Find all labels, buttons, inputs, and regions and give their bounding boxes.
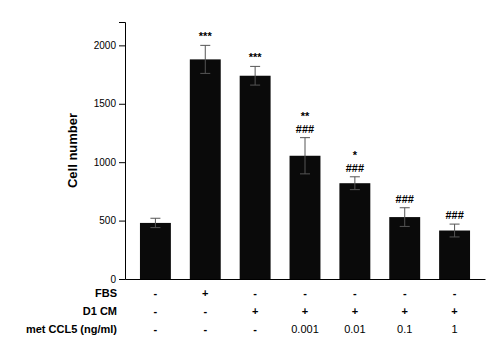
annotation: ***: [249, 51, 263, 63]
error-bar-cap: [300, 173, 310, 174]
error-bar-stem: [354, 177, 355, 190]
table-cell: -: [154, 305, 158, 317]
error-bar-stem: [205, 45, 206, 73]
error-bar-cap: [350, 189, 360, 190]
error-bar: [450, 224, 460, 237]
y-tick-mark: [119, 162, 125, 163]
bar: [240, 76, 271, 279]
y-tick-label: 1000: [94, 157, 117, 168]
error-bar-cap: [450, 236, 460, 237]
error-bar: [350, 177, 360, 190]
error-bar-stem: [454, 224, 455, 237]
bar: [140, 223, 171, 279]
x-axis-line: [126, 279, 486, 280]
annotation: *: [353, 149, 358, 161]
plot: 0500100015002000******###**###*######Cel…: [26, 23, 486, 335]
table-cell: 0.001: [291, 323, 319, 335]
y-tick: 1500: [94, 98, 125, 109]
table-row-label: FBS: [95, 287, 117, 299]
marks: [140, 45, 470, 279]
table-cell: -: [353, 287, 357, 299]
bar: [439, 231, 470, 279]
table-cell: +: [402, 305, 408, 317]
y-axis-line: [119, 23, 126, 280]
table-cell: +: [202, 287, 208, 299]
table-row-label: met CCL5 (ng/ml): [26, 323, 117, 335]
table-cell: 0.1: [397, 323, 412, 335]
y-tick-label: 1500: [94, 98, 117, 109]
annotation: **: [301, 110, 310, 122]
y-tick: 0: [110, 274, 125, 285]
y-tick-mark: [119, 221, 125, 222]
table-cell: -: [203, 323, 207, 335]
error-bar: [400, 208, 410, 227]
table-cell: -: [203, 305, 207, 317]
error-bar: [250, 66, 260, 85]
table-cell: -: [154, 287, 158, 299]
y-tick-mark: [119, 104, 125, 105]
error-bar: [150, 218, 160, 227]
error-bar-cap: [150, 218, 160, 219]
table-cell: +: [451, 305, 457, 317]
y-tick: 2000: [94, 40, 125, 51]
error-bar-cap: [350, 176, 360, 177]
table-cell: -: [403, 287, 407, 299]
error-bar-cap: [250, 66, 260, 67]
table-cell: 0.01: [344, 323, 365, 335]
chart: 0500100015002000******###**###*######Cel…: [0, 0, 500, 347]
y-tick-label: 0: [110, 274, 116, 285]
annotations: ******###**###*######: [199, 30, 464, 221]
error-bar-cap: [150, 227, 160, 228]
table-cell: -: [154, 323, 158, 335]
x-axis: [126, 279, 486, 280]
annotation: ***: [199, 30, 213, 42]
table-row-label: D1 CM: [83, 305, 117, 317]
y-tick-mark: [119, 45, 125, 46]
error-bar-cap: [200, 73, 210, 74]
bar: [190, 59, 221, 279]
error-bar-cap: [400, 207, 410, 208]
bar: [389, 217, 420, 279]
error-bar-cap: [400, 226, 410, 227]
annotation: ###: [346, 162, 364, 174]
table: FBS - + - - - - - D1 CM - - + + + + + met CCL5 (ng/ml) - -…: [26, 287, 458, 335]
table-cell: +: [302, 305, 308, 317]
annotation: ###: [396, 193, 414, 205]
error-bar-cap: [300, 137, 310, 138]
y-tick: 500: [99, 215, 125, 226]
error-bar-stem: [155, 218, 156, 227]
y-tick-mark: [119, 279, 125, 280]
annotation: ###: [296, 123, 314, 135]
y-tick-label: 2000: [94, 40, 117, 51]
table-cell: +: [252, 305, 258, 317]
table-cell: -: [253, 287, 257, 299]
error-bar-cap: [200, 45, 210, 46]
table-cell: -: [303, 287, 307, 299]
error-bar-stem: [305, 138, 306, 174]
bar: [290, 156, 321, 279]
y-tick-label: 500: [99, 215, 116, 226]
y-tick: 1000: [94, 157, 125, 168]
error-bar-stem: [404, 208, 405, 227]
y-axis-title: Cell number: [65, 113, 80, 188]
bar: [339, 183, 370, 279]
annotation: ###: [445, 209, 463, 221]
error-bar-cap: [450, 224, 460, 225]
table-cell: 1: [452, 323, 458, 335]
error-bar-cap: [250, 85, 260, 86]
error-bar-stem: [255, 66, 256, 85]
error-bar: [300, 138, 310, 174]
table-cell: +: [352, 305, 358, 317]
table-cell: -: [453, 287, 457, 299]
table-cell: -: [253, 323, 257, 335]
error-bar: [200, 45, 210, 73]
y-axis: 0 500 1000 1500 2000: [94, 23, 126, 285]
